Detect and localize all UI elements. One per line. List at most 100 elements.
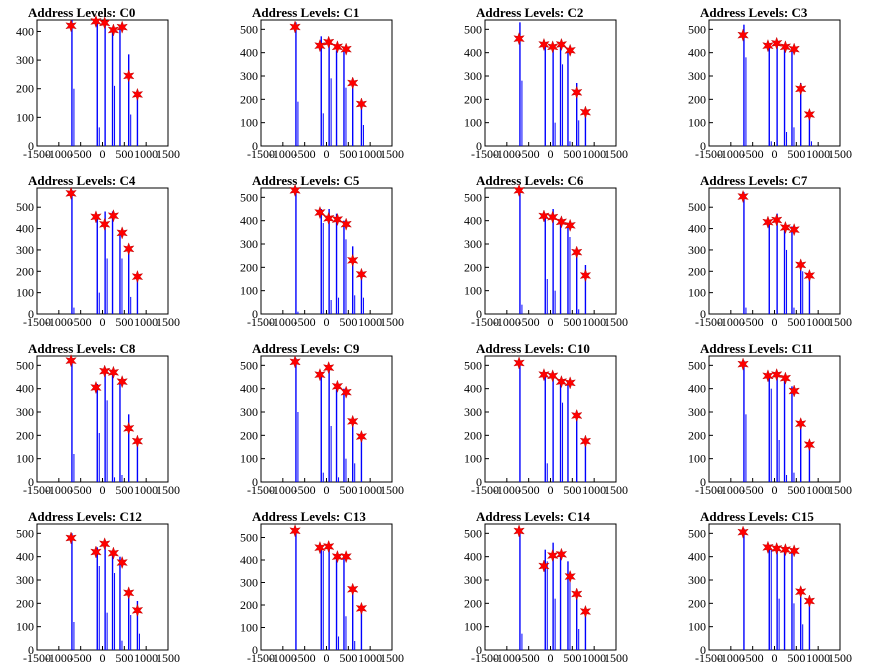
y-tick-label: 100: [240, 452, 258, 466]
peak-marker: [346, 253, 359, 267]
y-tick-label: 300: [240, 576, 258, 590]
x-tick-label: -500: [294, 651, 316, 665]
x-tick-label: 1000: [134, 147, 158, 161]
y-tick-label: 300: [16, 405, 34, 419]
x-tick-label: 1000: [134, 483, 158, 497]
y-tick-label: 100: [464, 620, 482, 634]
y-tick-label: 300: [16, 573, 34, 587]
x-tick-label: 0: [548, 483, 554, 497]
peak-marker: [737, 28, 749, 42]
y-tick-label: 300: [16, 243, 34, 257]
y-tick-label: 0: [252, 475, 258, 489]
x-tick-label: 1000: [582, 315, 606, 329]
peak-marker: [794, 82, 807, 96]
peak-marker: [803, 107, 816, 122]
peak-marker: [762, 540, 774, 554]
peak-marker: [538, 559, 550, 573]
x-tick-label: 500: [787, 315, 805, 329]
y-tick-label: 100: [240, 284, 258, 298]
x-tick-label: -1000: [269, 147, 297, 161]
subplot-title: Address Levels: C1: [252, 5, 359, 20]
x-tick-label: 500: [115, 315, 133, 329]
y-tick-label: 0: [28, 643, 34, 657]
x-tick-label: 0: [772, 651, 778, 665]
peak-marker: [770, 368, 783, 382]
x-tick-label: -500: [742, 651, 764, 665]
y-tick-label: 400: [16, 222, 34, 236]
peak-marker: [331, 550, 344, 564]
peak-marker: [779, 543, 792, 557]
subplot-title: Address Levels: C3: [700, 5, 808, 20]
peak-marker: [122, 586, 135, 600]
y-tick-label: 400: [464, 46, 482, 60]
subplot-title: Address Levels: C11: [700, 341, 813, 356]
x-tick-label: 1500: [380, 651, 404, 665]
y-tick-label: 100: [688, 452, 706, 466]
x-tick-label: -1000: [45, 315, 73, 329]
peak-marker: [331, 40, 344, 54]
x-tick-label: 0: [324, 147, 330, 161]
y-tick-label: 500: [16, 200, 34, 214]
peak-marker: [355, 429, 368, 444]
peak-marker: [98, 16, 111, 30]
y-tick-label: 200: [464, 260, 482, 274]
x-tick-label: 500: [563, 483, 581, 497]
x-tick-label: 1500: [156, 651, 180, 665]
x-tick-label: 0: [548, 651, 554, 665]
x-tick-label: 1500: [380, 315, 404, 329]
peak-marker: [762, 215, 774, 229]
y-tick-label: 100: [688, 286, 706, 300]
x-tick-label: -500: [294, 315, 316, 329]
x-tick-label: -1500: [247, 147, 275, 161]
x-tick-label: 1500: [828, 651, 852, 665]
peak-marker: [513, 183, 525, 197]
x-tick-label: -1500: [695, 147, 723, 161]
y-tick-label: 400: [464, 550, 482, 564]
plot-frame: [260, 187, 393, 315]
y-tick-label: 100: [464, 116, 482, 130]
x-tick-label: 1000: [582, 483, 606, 497]
x-tick-label: -1000: [493, 315, 521, 329]
y-tick-label: 200: [240, 428, 258, 442]
subplot-c15: Address Levels: C15 0 100 200 300 400 500 -1500…: [688, 509, 852, 665]
x-tick-label: -1000: [717, 651, 745, 665]
plot-frame: [708, 523, 841, 651]
peak-marker: [794, 417, 807, 431]
y-tick-label: 200: [240, 92, 258, 106]
x-tick-label: 500: [787, 147, 805, 161]
x-tick-label: -1000: [717, 147, 745, 161]
y-tick-label: 200: [688, 92, 706, 106]
x-tick-label: -500: [742, 483, 764, 497]
peak-marker: [803, 594, 816, 608]
x-tick-label: 0: [100, 315, 106, 329]
subplot-title: Address Levels: C15: [700, 509, 814, 524]
x-tick-label: 500: [115, 483, 133, 497]
x-tick-label: 0: [772, 315, 778, 329]
subplot-c1: Address Levels: C10100200300400500-1500-…: [240, 5, 404, 161]
y-tick-label: 0: [28, 139, 34, 153]
x-tick-label: 0: [548, 315, 554, 329]
y-tick-label: 500: [464, 190, 482, 204]
y-tick-label: 100: [240, 621, 258, 635]
subplot-c8: Address Levels: C80100200300400500-1500-…: [16, 341, 180, 497]
y-tick-label: 400: [16, 550, 34, 564]
plot-frame: [484, 187, 617, 315]
peak-marker: [538, 209, 550, 223]
x-tick-label: -1000: [269, 651, 297, 665]
y-tick-label: 500: [240, 190, 258, 204]
y-tick-label: 300: [688, 405, 706, 419]
subplot-title: Address Levels: C6: [476, 173, 584, 188]
x-tick-label: -500: [70, 147, 92, 161]
y-tick-label: 400: [240, 382, 258, 396]
peak-marker: [770, 213, 783, 227]
x-tick-label: 500: [339, 483, 357, 497]
y-tick-label: 400: [240, 553, 258, 567]
peak-marker: [322, 361, 335, 375]
x-tick-label: -1500: [695, 315, 723, 329]
peak-marker: [555, 215, 568, 229]
peak-marker: [322, 539, 335, 554]
y-tick-label: 300: [688, 243, 706, 257]
x-tick-label: 1500: [156, 483, 180, 497]
y-tick-label: 200: [16, 596, 34, 610]
peak-marker: [355, 97, 368, 111]
